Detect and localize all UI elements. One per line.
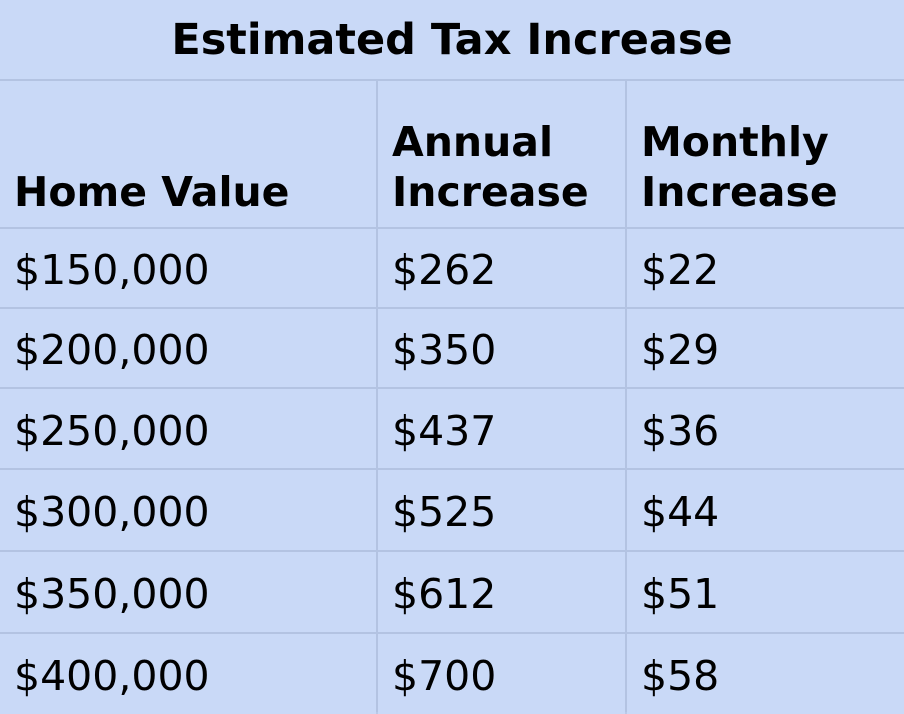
cell-monthly-increase: $58: [627, 634, 904, 714]
cell-annual-increase: $437: [378, 389, 625, 468]
cell-annual-increase: $262: [378, 229, 625, 307]
cell-home-value: $350,000: [0, 552, 376, 632]
header-monthly-line-2: Increase: [641, 167, 838, 216]
header-home-value-label: Home Value: [14, 167, 290, 216]
header-annual-increase: Annual Increase: [378, 81, 625, 227]
header-monthly-increase: Monthly Increase: [627, 81, 904, 227]
header-annual-line-1: Annual: [392, 117, 554, 166]
cell-home-value: $150,000: [0, 229, 376, 307]
header-annual-line-2: Increase: [392, 167, 589, 216]
cell-monthly-increase: $36: [627, 389, 904, 468]
table-title: Estimated Tax Increase: [0, 0, 904, 79]
cell-annual-increase: $612: [378, 552, 625, 632]
cell-monthly-increase: $22: [627, 229, 904, 307]
header-monthly-line-1: Monthly: [641, 117, 829, 166]
cell-monthly-increase: $29: [627, 309, 904, 387]
cell-annual-increase: $700: [378, 634, 625, 714]
cell-home-value: $400,000: [0, 634, 376, 714]
cell-home-value: $300,000: [0, 470, 376, 550]
cell-monthly-increase: $51: [627, 552, 904, 632]
cell-monthly-increase: $44: [627, 470, 904, 550]
header-home-value: Home Value: [0, 81, 376, 227]
cell-annual-increase: $525: [378, 470, 625, 550]
cell-annual-increase: $350: [378, 309, 625, 387]
cell-home-value: $200,000: [0, 309, 376, 387]
cell-home-value: $250,000: [0, 389, 376, 468]
